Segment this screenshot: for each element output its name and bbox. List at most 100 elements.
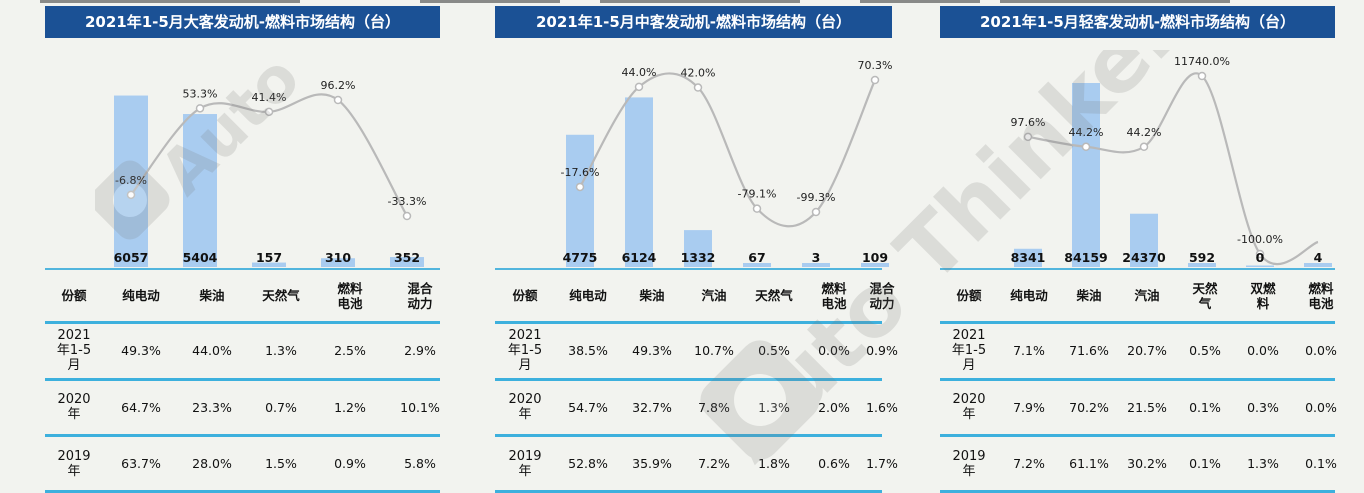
chart-title: 2021年1-5月轻客发动机-燃料市场结构（台） xyxy=(940,6,1335,38)
table-cell: 0.9% xyxy=(866,343,898,358)
table-cell: 54.7% xyxy=(568,399,608,415)
table-cell: 7.1% xyxy=(1013,343,1045,358)
table-rule xyxy=(940,434,1335,437)
panel-large-bus: 2021年1-5月大客发动机-燃料市场结构（台） -6.8% 53.3% 41.4%… xyxy=(45,0,440,493)
bar-label: 6124 xyxy=(622,250,657,265)
chart-title: 2021年1-5月中客发动机-燃料市场结构（台） xyxy=(495,6,892,38)
row-label: 2020 年 xyxy=(952,392,986,422)
table-cell: 63.7% xyxy=(121,456,161,471)
line-label: 97.6% xyxy=(1011,116,1046,129)
table-cell: 1.6% xyxy=(866,399,898,415)
table-rule xyxy=(45,378,440,381)
table-cell: 5.8% xyxy=(404,456,436,471)
header-cell: 燃料 电池 xyxy=(1308,280,1334,311)
header-cell: 纯电动 xyxy=(1010,288,1048,303)
line-label: 53.3% xyxy=(183,87,218,100)
header-cell: 天然气 xyxy=(262,288,300,303)
line-label: 42.0% xyxy=(681,67,716,80)
line-point xyxy=(195,104,205,113)
panel-light-bus: 2021年1-5月轻客发动机-燃料市场结构（台） 97.6% 44.2% 44.2%… xyxy=(940,0,1337,493)
table-cell: 2.9% xyxy=(404,343,436,358)
header-cell: 天然气 xyxy=(1192,280,1218,311)
table-rule xyxy=(495,378,882,381)
table-cell: 7.8% xyxy=(698,399,730,415)
line-point xyxy=(333,95,343,105)
table-rule xyxy=(495,490,882,493)
header-share: 份额 xyxy=(512,288,538,303)
table-cell: 1.3% xyxy=(758,399,790,415)
header-cell: 柴油 xyxy=(199,288,225,303)
chart-light-bus: 97.6% 44.2% 44.2% 11740.0% -100.0% 8341 84159 2… xyxy=(1011,55,1332,267)
line-point xyxy=(1197,71,1207,81)
table-cell: 0.0% xyxy=(1305,343,1337,358)
line-label: -79.1% xyxy=(738,188,777,201)
line-label: 96.2% xyxy=(321,79,356,92)
bar xyxy=(1304,263,1332,267)
bar xyxy=(1246,265,1274,267)
share-table-large-bus: 份额 纯电动 柴油 天然气 燃料 电池 混合 动力 2021 年1-5 月 49.3% 44.0% 1.3… xyxy=(45,268,440,493)
table-cell: 71.6% xyxy=(1069,343,1109,358)
chart-medium-bus: -17.6% 44.0% 42.0% -79.1% -99.3% 70.3% 4775 612… xyxy=(561,59,892,267)
table-cell: 20.7% xyxy=(1127,343,1167,358)
header-cell: 混合 动力 xyxy=(407,280,433,311)
bar xyxy=(252,262,286,267)
table-cell: 1.8% xyxy=(758,456,790,471)
chart-large-bus: -6.8% 53.3% 41.4% 96.2% -33.3% 6057 5404 157 310… xyxy=(114,79,427,267)
table-cell: 1.5% xyxy=(265,456,297,471)
chart-title: 2021年1-5月大客发动机-燃料市场结构（台） xyxy=(45,6,440,38)
line-point xyxy=(811,207,821,217)
bar-label: 592 xyxy=(1189,250,1215,265)
table-cell: 10.1% xyxy=(400,399,440,415)
line-point xyxy=(634,82,644,92)
table-rule xyxy=(940,268,1335,270)
line-label: -33.3% xyxy=(388,195,427,208)
table-cell: 1.2% xyxy=(334,399,366,415)
table-cell: 0.1% xyxy=(1305,456,1337,471)
bar xyxy=(684,230,712,267)
table-cell: 35.9% xyxy=(632,456,672,471)
row-label: 2020 年 xyxy=(508,392,542,422)
line-point xyxy=(1081,142,1091,152)
table-cell: 30.2% xyxy=(1127,456,1167,471)
line-point xyxy=(1139,142,1149,152)
top-cropped-strip xyxy=(0,0,1364,5)
line-point xyxy=(752,204,762,213)
row-label: 2019 年 xyxy=(508,448,542,479)
bar xyxy=(566,134,594,267)
header-cell: 柴油 xyxy=(639,288,665,303)
bar-label: 0 xyxy=(1256,250,1265,265)
table-cell: 61.1% xyxy=(1069,456,1109,471)
bar xyxy=(625,97,653,267)
bar xyxy=(861,263,889,267)
table-cell: 0.9% xyxy=(334,456,366,471)
table-cell: 0.3% xyxy=(1247,399,1279,415)
table-cell: 49.3% xyxy=(632,343,672,358)
line-label: -6.8% xyxy=(115,174,147,187)
header-cell: 混合 动力 xyxy=(869,280,895,311)
panel-medium-bus: 2021年1-5月中客发动机-燃料市场结构（台） -17.6% 44.0% 42.0… xyxy=(495,0,898,493)
header-cell: 天然气 xyxy=(755,288,793,303)
table-cell: 28.0% xyxy=(192,456,232,471)
table-cell: 52.8% xyxy=(568,456,608,471)
bar-label: 352 xyxy=(394,250,420,265)
line-point xyxy=(126,190,136,200)
table-cell: 0.0% xyxy=(1305,399,1337,415)
share-table-light-bus: 份额 纯电动 柴油 汽油 天然气 双燃料 燃料 电池 2021 年1-5 月 7.1% 71.6% 20.… xyxy=(940,268,1337,493)
line-label: 44.2% xyxy=(1069,126,1104,139)
table-cell: 0.0% xyxy=(818,343,850,358)
line-point xyxy=(693,83,703,92)
table-cell: 1.7% xyxy=(866,456,898,471)
line-label: 44.0% xyxy=(622,66,657,79)
line-label: 44.2% xyxy=(1127,126,1162,139)
table-rule xyxy=(45,321,440,324)
bar xyxy=(114,95,148,267)
table-rule xyxy=(45,434,440,437)
row-label: 2019 年 xyxy=(952,448,986,479)
table-cell: 44.0% xyxy=(192,343,232,358)
bar-label: 24370 xyxy=(1122,250,1166,265)
line-point xyxy=(1255,249,1265,259)
bar-label: 109 xyxy=(862,250,888,265)
header-cell: 柴油 xyxy=(1076,288,1102,303)
table-rule xyxy=(495,268,882,270)
table-rule xyxy=(45,268,440,270)
